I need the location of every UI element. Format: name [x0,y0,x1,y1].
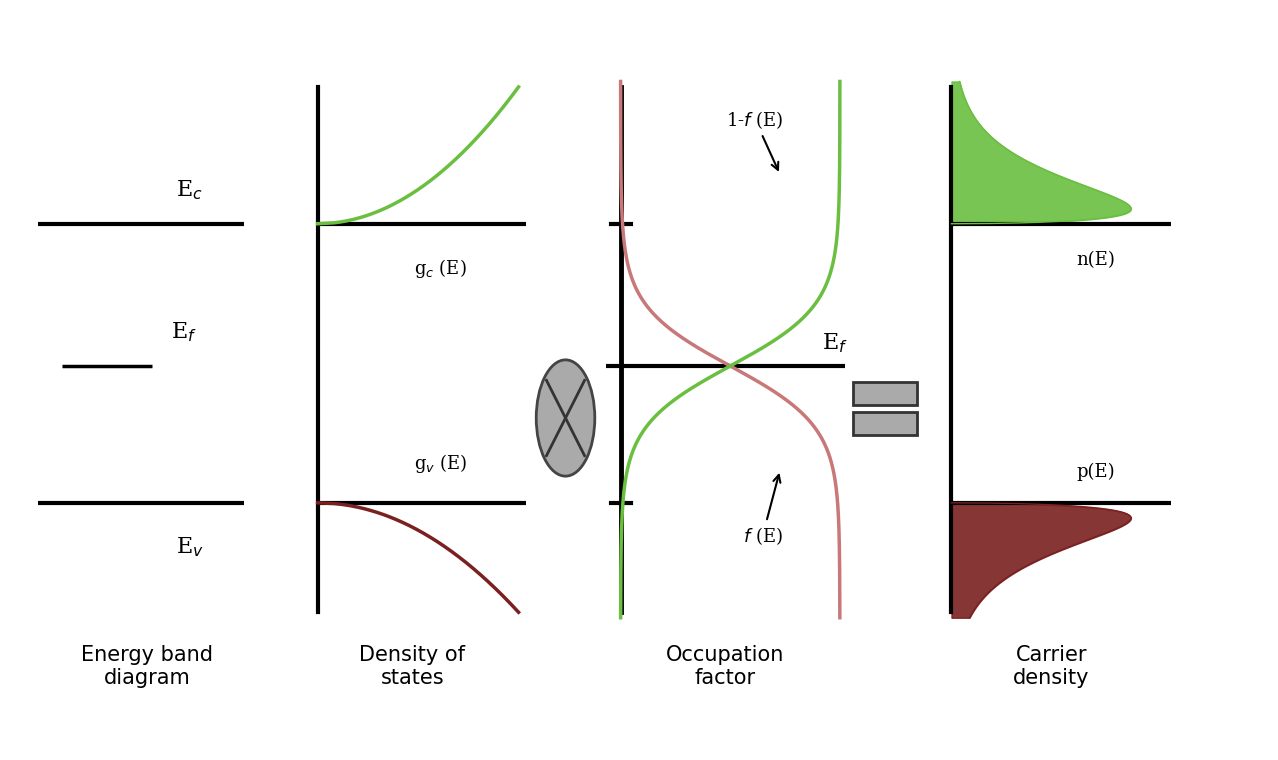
Text: E$_f$: E$_f$ [171,321,197,344]
Text: g$_v$ (E): g$_v$ (E) [414,452,466,476]
Text: Carrier
density: Carrier density [1013,645,1089,689]
Text: g$_c$ (E): g$_c$ (E) [414,257,466,280]
Text: 1-$f$ (E): 1-$f$ (E) [726,109,783,169]
FancyBboxPatch shape [854,412,916,435]
FancyBboxPatch shape [854,382,916,405]
Text: E$_c$: E$_c$ [176,179,203,202]
Text: p(E): p(E) [1076,463,1116,481]
Text: n(E): n(E) [1076,251,1116,269]
Ellipse shape [537,359,594,476]
Text: $f$ (E): $f$ (E) [743,475,782,546]
Text: Occupation
factor: Occupation factor [666,645,785,689]
Text: Energy band
diagram: Energy band diagram [81,645,213,689]
Text: Density of
states: Density of states [359,645,465,689]
Text: E$_f$: E$_f$ [822,331,847,355]
Text: E$_v$: E$_v$ [176,536,204,559]
